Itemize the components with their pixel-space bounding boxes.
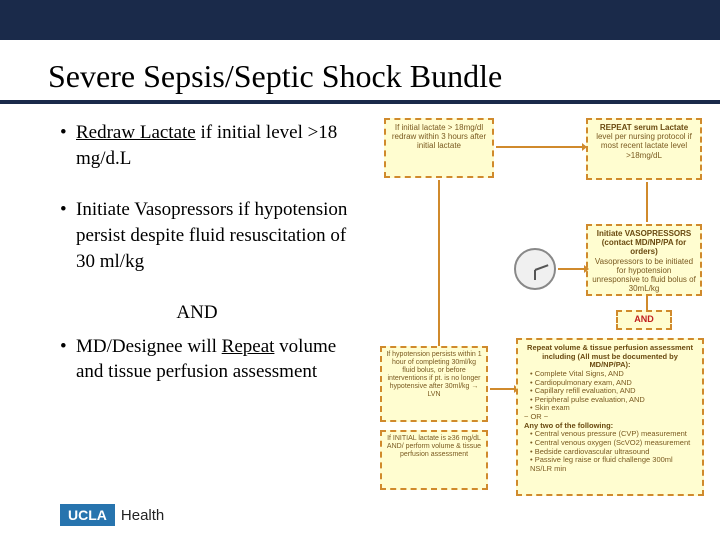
page-title: Severe Sepsis/Septic Shock Bundle — [48, 58, 502, 95]
flow-box-repeat-assessment: Repeat volume & tissue perfusion assessm… — [516, 338, 704, 496]
flow-arrow — [558, 268, 586, 270]
bullet-list: Redraw Lactate if initial level >18 mg/d… — [60, 120, 350, 411]
flow-repeat-item: Skin exam — [530, 404, 696, 413]
flow-repeat-head: Repeat volume & tissue perfusion assessm… — [524, 344, 696, 370]
flow-box-hypotension: If hypotension persists within 1 hour of… — [380, 346, 488, 422]
bullet-vasopressors: Initiate Vasopressors if hypotension per… — [60, 197, 350, 274]
ucla-logo-word: Health — [121, 507, 164, 524]
bullet-repeat-assessment: MD/Designee will Repeat volume and tissu… — [60, 334, 350, 385]
flow-box-vasopressors: Initiate VASOPRESSORS (contact MD/NP/PA … — [586, 224, 702, 296]
and-label: AND — [44, 300, 350, 326]
flow-box-initial-lactate-36: If INITIAL lactate is ≥36 mg/dL AND/ per… — [380, 430, 488, 490]
bullet-redraw-lactate: Redraw Lactate if initial level >18 mg/d… — [60, 120, 350, 171]
flow-vaso-body: Vasopressors to be initiated for hypoten… — [592, 257, 696, 294]
flowchart: If initial lactate > 18mg/dl redraw with… — [368, 118, 710, 518]
flow-repeat-lactate-head: REPEAT serum Lactate — [592, 123, 696, 132]
flow-box-and: AND — [616, 310, 672, 330]
bullet-repeat-pre: MD/Designee will — [76, 336, 222, 357]
flow-arrow — [490, 388, 516, 390]
flow-arrow — [646, 182, 648, 222]
flow-arrow — [438, 180, 440, 346]
arrow-head-icon — [584, 265, 589, 273]
flow-box-repeat-lactate: REPEAT serum Lactate level per nursing p… — [586, 118, 702, 180]
flow-repeat-list-a: Complete Vital Signs, AND Cardiopulmonar… — [530, 370, 696, 413]
ucla-health-logo: UCLA Health — [60, 504, 164, 526]
bullet-redraw-underline: Redraw Lactate — [76, 122, 196, 143]
flow-repeat-list-b: Central venous pressure (CVP) measuremen… — [530, 430, 696, 473]
flow-arrow — [496, 146, 584, 148]
flow-vaso-head: Initiate VASOPRESSORS (contact MD/NP/PA … — [592, 229, 696, 257]
title-underline — [0, 100, 720, 104]
bullet-repeat-underline: Repeat — [222, 336, 275, 357]
clock-icon — [514, 248, 556, 290]
header-bar — [0, 0, 720, 40]
flow-repeat-item: Passive leg raise or fluid challenge 300… — [530, 456, 696, 473]
flow-arrow — [646, 296, 648, 310]
ucla-logo-box: UCLA — [60, 504, 115, 526]
flow-repeat-lactate-body: level per nursing protocol if most recen… — [592, 132, 696, 160]
flow-box-initial-lactate: If initial lactate > 18mg/dl redraw with… — [384, 118, 494, 178]
flow-and-label: AND — [634, 314, 654, 324]
